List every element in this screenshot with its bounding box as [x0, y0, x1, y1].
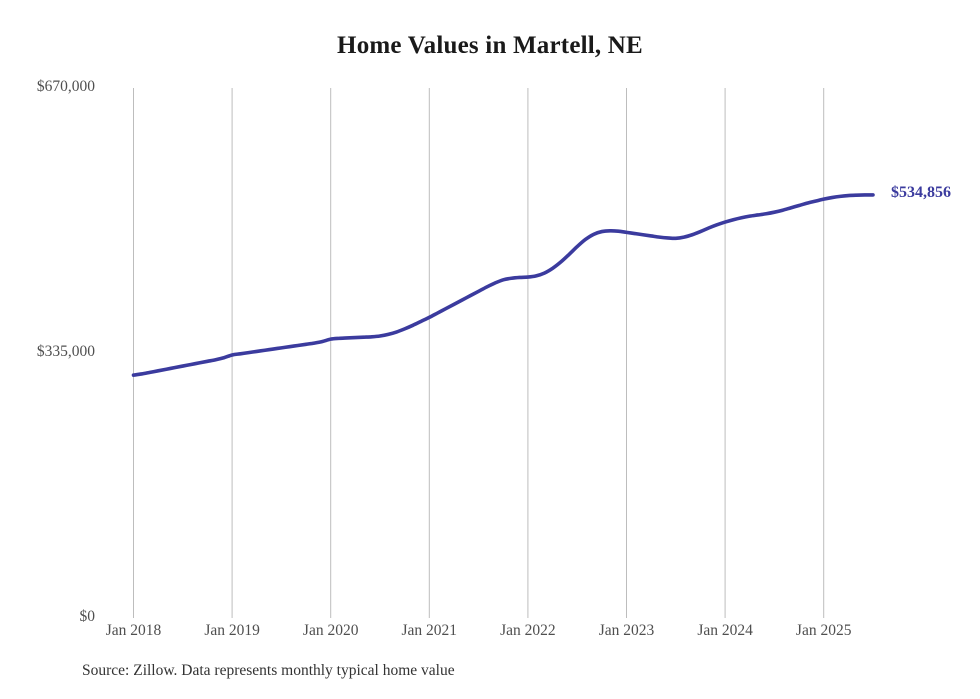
end-value-annotation: $534,856 [891, 183, 951, 201]
gridlines-group [133, 88, 825, 618]
chart-title: Home Values in Martell, NE [337, 32, 643, 59]
x-tick-label: Jan 2023 [598, 622, 655, 639]
x-tick-label: Jan 2019 [204, 622, 260, 639]
x-tick-label: Jan 2025 [795, 622, 852, 639]
x-tick-label: Jan 2018 [105, 622, 162, 639]
x-tick-label: Jan 2024 [697, 622, 753, 639]
y-tick-label: $335,000 [36, 343, 95, 360]
source-note: Source: Zillow. Data represents monthly … [82, 662, 455, 679]
series-line-typical-home-value [131, 193, 875, 377]
y-tick-label: $0 [79, 608, 96, 625]
y-tick-label: $670,000 [36, 78, 95, 95]
x-tick-label: Jan 2021 [401, 622, 458, 639]
x-tick-label: Jan 2022 [500, 622, 556, 639]
x-tick-label: Jan 2020 [302, 622, 359, 639]
